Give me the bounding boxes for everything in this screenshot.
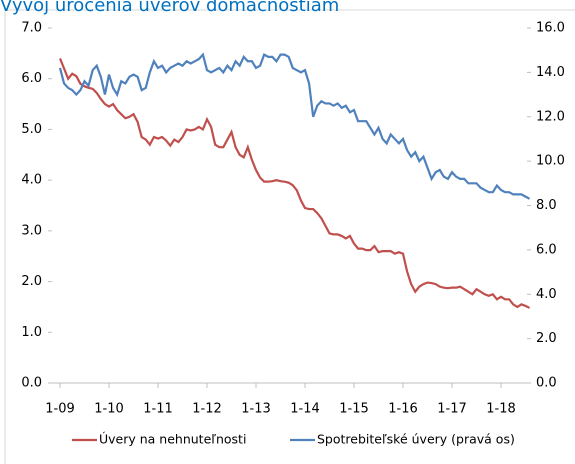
y-tick-label: 2.0	[21, 274, 42, 289]
line-series	[58, 58, 531, 309]
legend-label: Úvery na nehnuteľnosti	[99, 432, 246, 447]
y-tick-label: 3.0	[21, 223, 42, 238]
y-tick-label: 5.0	[21, 122, 42, 137]
y2-tick-label: 4.0	[536, 287, 557, 302]
chart-title: Vývoj úročenia úverov domácnostiam	[0, 0, 339, 16]
y2-tick-label: 2.0	[536, 331, 557, 346]
y2-tick-label: 10.0	[536, 154, 565, 169]
chart-frame	[4, 9, 575, 464]
legend-label: Spotrebiteľské úvery (pravá os)	[317, 432, 515, 447]
x-tick-label: 1-17	[437, 402, 467, 417]
x-tick-label: 1-14	[290, 402, 320, 417]
y-tick-label: 0.0	[21, 376, 42, 391]
x-tick-label: 1-16	[388, 402, 418, 417]
y-tick-label: 6.0	[21, 71, 42, 86]
x-tick-label: 1-12	[192, 402, 222, 417]
y2-tick-label: 8.0	[536, 198, 557, 213]
y2-tick-label: 0.0	[536, 376, 557, 391]
y2-tick-label: 6.0	[536, 242, 557, 257]
x-tick-label: 1-11	[143, 402, 173, 417]
y-tick-label: 1.0	[21, 325, 42, 340]
y-tick-label: 4.0	[21, 173, 42, 188]
x-tick-label: 1-10	[94, 402, 124, 417]
y2-tick-label: 16.0	[536, 21, 565, 36]
y-tick-label: 7.0	[21, 21, 42, 36]
line-series	[58, 52, 531, 200]
x-tick-label: 1-15	[339, 402, 369, 417]
y2-tick-label: 14.0	[536, 65, 565, 80]
y2-tick-label: 12.0	[536, 109, 565, 124]
x-tick-label: 1-09	[45, 402, 75, 417]
x-tick-label: 1-13	[241, 402, 271, 417]
x-tick-label: 1-18	[486, 402, 516, 417]
